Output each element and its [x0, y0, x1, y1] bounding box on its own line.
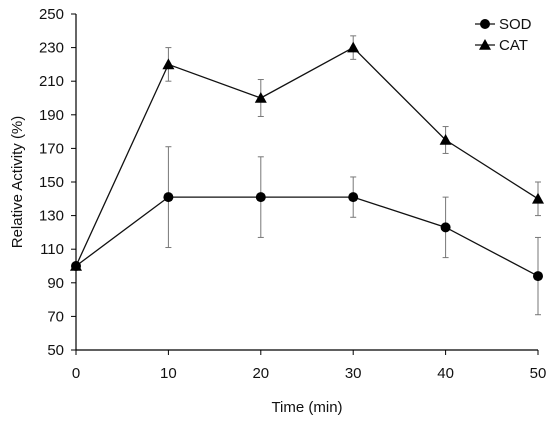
sod-line — [75, 196, 539, 277]
y-tick-label: 110 — [40, 241, 64, 258]
y-ticks: 50 70 90 110 130 150 170 190 210 230 250 — [39, 6, 76, 359]
y-tick-label: 170 — [39, 140, 64, 157]
y-tick-label: 250 — [39, 6, 64, 23]
legend-sod-marker — [480, 19, 490, 29]
cat-line — [75, 46, 539, 267]
x-axis-title: Time (min) — [271, 399, 342, 416]
cat-point — [162, 58, 175, 70]
cat-point — [532, 192, 544, 204]
legend-cat-marker — [479, 39, 491, 50]
x-tick-label: 40 — [437, 365, 454, 382]
legend-cat-label: CAT — [499, 37, 528, 54]
sod-point — [533, 271, 543, 282]
y-tick-label: 230 — [39, 40, 64, 57]
x-tick-label: 10 — [160, 365, 177, 382]
axes — [75, 14, 538, 351]
y-tick-label: 130 — [39, 208, 64, 225]
x-tick-label: 20 — [252, 365, 269, 382]
error-bars — [165, 35, 541, 316]
series-markers — [70, 41, 544, 282]
x-tick-label: 0 — [72, 365, 80, 382]
cat-point — [347, 41, 360, 53]
y-tick-label: 190 — [39, 107, 64, 124]
y-tick-label: 50 — [47, 342, 64, 359]
legend: SOD CAT — [475, 16, 532, 54]
series-lines — [75, 46, 539, 277]
y-tick-label: 90 — [47, 275, 64, 292]
y-tick-label: 70 — [47, 308, 64, 325]
x-tick-label: 30 — [345, 365, 362, 382]
sod-point — [255, 192, 266, 203]
y-axis-title: Relative Activity (%) — [9, 116, 26, 249]
x-tick-label: 50 — [530, 365, 547, 382]
sod-point — [163, 192, 174, 203]
cat-point — [254, 92, 267, 103]
sod-point — [440, 222, 451, 233]
cat-point — [439, 134, 452, 145]
x-ticks: 0 10 20 30 40 50 — [72, 350, 547, 382]
cat-point — [70, 260, 82, 271]
legend-sod-label: SOD — [499, 16, 532, 33]
sod-point — [348, 192, 359, 203]
y-tick-label: 150 — [39, 174, 64, 191]
y-tick-label: 210 — [39, 73, 64, 90]
